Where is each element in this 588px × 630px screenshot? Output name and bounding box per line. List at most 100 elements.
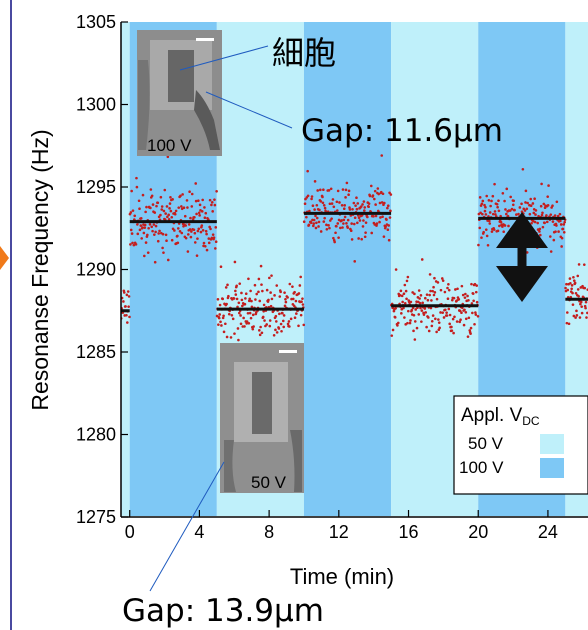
data-point bbox=[415, 326, 419, 330]
data-point bbox=[268, 324, 272, 328]
data-point bbox=[393, 316, 397, 319]
data-point bbox=[502, 230, 506, 234]
data-point bbox=[400, 312, 403, 315]
data-point bbox=[213, 198, 216, 201]
data-point bbox=[168, 207, 171, 210]
data-point bbox=[382, 235, 386, 238]
data-point bbox=[176, 234, 179, 238]
data-point bbox=[490, 199, 493, 203]
data-point bbox=[405, 297, 408, 301]
inset-bottom-voltage: 50 V bbox=[251, 473, 287, 492]
data-point bbox=[135, 176, 138, 180]
data-point bbox=[458, 309, 462, 313]
data-point bbox=[149, 188, 153, 191]
data-point bbox=[490, 230, 494, 233]
data-point bbox=[250, 305, 254, 309]
data-point bbox=[204, 229, 208, 233]
data-point bbox=[222, 314, 225, 318]
data-point bbox=[371, 194, 375, 197]
data-point bbox=[568, 277, 572, 280]
data-point bbox=[159, 195, 163, 199]
data-point bbox=[186, 250, 190, 253]
data-point bbox=[291, 297, 295, 301]
data-point bbox=[293, 316, 297, 319]
data-point bbox=[203, 245, 207, 248]
data-point bbox=[420, 320, 423, 323]
data-point bbox=[402, 306, 405, 310]
data-point bbox=[450, 325, 453, 329]
data-point bbox=[222, 330, 226, 334]
data-point bbox=[367, 202, 371, 205]
data-point bbox=[576, 274, 580, 278]
data-point bbox=[386, 206, 389, 210]
data-point bbox=[555, 200, 559, 204]
data-point bbox=[348, 208, 352, 211]
data-point bbox=[180, 231, 184, 235]
data-point bbox=[161, 246, 164, 250]
data-point bbox=[513, 208, 516, 212]
data-point bbox=[350, 238, 354, 241]
data-point bbox=[342, 207, 346, 210]
data-point bbox=[559, 223, 563, 226]
data-point bbox=[283, 291, 286, 294]
data-point bbox=[481, 212, 484, 216]
data-point bbox=[407, 309, 410, 313]
data-point bbox=[412, 329, 415, 333]
data-point bbox=[299, 313, 303, 317]
data-point bbox=[143, 223, 147, 227]
y-tick-label: 1295 bbox=[76, 177, 116, 197]
data-point bbox=[196, 229, 200, 233]
data-point bbox=[439, 288, 443, 292]
data-point bbox=[189, 216, 192, 220]
data-point bbox=[258, 333, 262, 337]
data-point bbox=[475, 300, 479, 304]
data-point bbox=[200, 224, 204, 227]
data-point bbox=[561, 227, 565, 231]
data-point bbox=[125, 293, 129, 297]
data-point bbox=[233, 260, 237, 264]
data-point bbox=[564, 286, 567, 290]
data-point bbox=[129, 228, 133, 232]
data-point bbox=[263, 319, 266, 322]
data-point bbox=[364, 231, 367, 234]
data-point bbox=[420, 258, 424, 261]
data-point bbox=[481, 199, 485, 203]
data-point bbox=[354, 204, 357, 207]
data-point bbox=[262, 303, 266, 307]
data-point bbox=[225, 335, 229, 339]
data-point bbox=[239, 314, 242, 317]
data-point bbox=[363, 209, 366, 212]
data-point bbox=[233, 332, 236, 335]
data-point bbox=[145, 205, 148, 209]
data-point bbox=[570, 284, 574, 287]
data-point bbox=[124, 305, 127, 308]
data-point bbox=[413, 320, 417, 323]
data-point bbox=[193, 215, 196, 219]
data-point bbox=[403, 316, 406, 319]
data-point bbox=[210, 203, 213, 207]
band-6 bbox=[565, 22, 588, 516]
data-point bbox=[340, 204, 344, 207]
data-points bbox=[121, 154, 588, 355]
data-point bbox=[484, 205, 487, 209]
data-point bbox=[221, 297, 225, 301]
data-point bbox=[429, 306, 433, 310]
data-point bbox=[441, 279, 445, 282]
data-point bbox=[269, 304, 273, 308]
data-point bbox=[563, 220, 566, 224]
data-point bbox=[487, 199, 491, 202]
data-point bbox=[579, 302, 582, 306]
data-point bbox=[329, 219, 332, 222]
data-point bbox=[136, 223, 139, 226]
data-point bbox=[171, 198, 174, 201]
data-point bbox=[319, 200, 323, 203]
data-point bbox=[480, 236, 483, 239]
data-point bbox=[565, 321, 569, 325]
inset-top-voltage: 100 V bbox=[147, 136, 192, 155]
data-point bbox=[402, 292, 406, 296]
data-point bbox=[390, 334, 394, 337]
data-point bbox=[216, 297, 220, 301]
data-point bbox=[177, 206, 181, 209]
data-point bbox=[336, 189, 340, 193]
data-point bbox=[302, 323, 306, 327]
